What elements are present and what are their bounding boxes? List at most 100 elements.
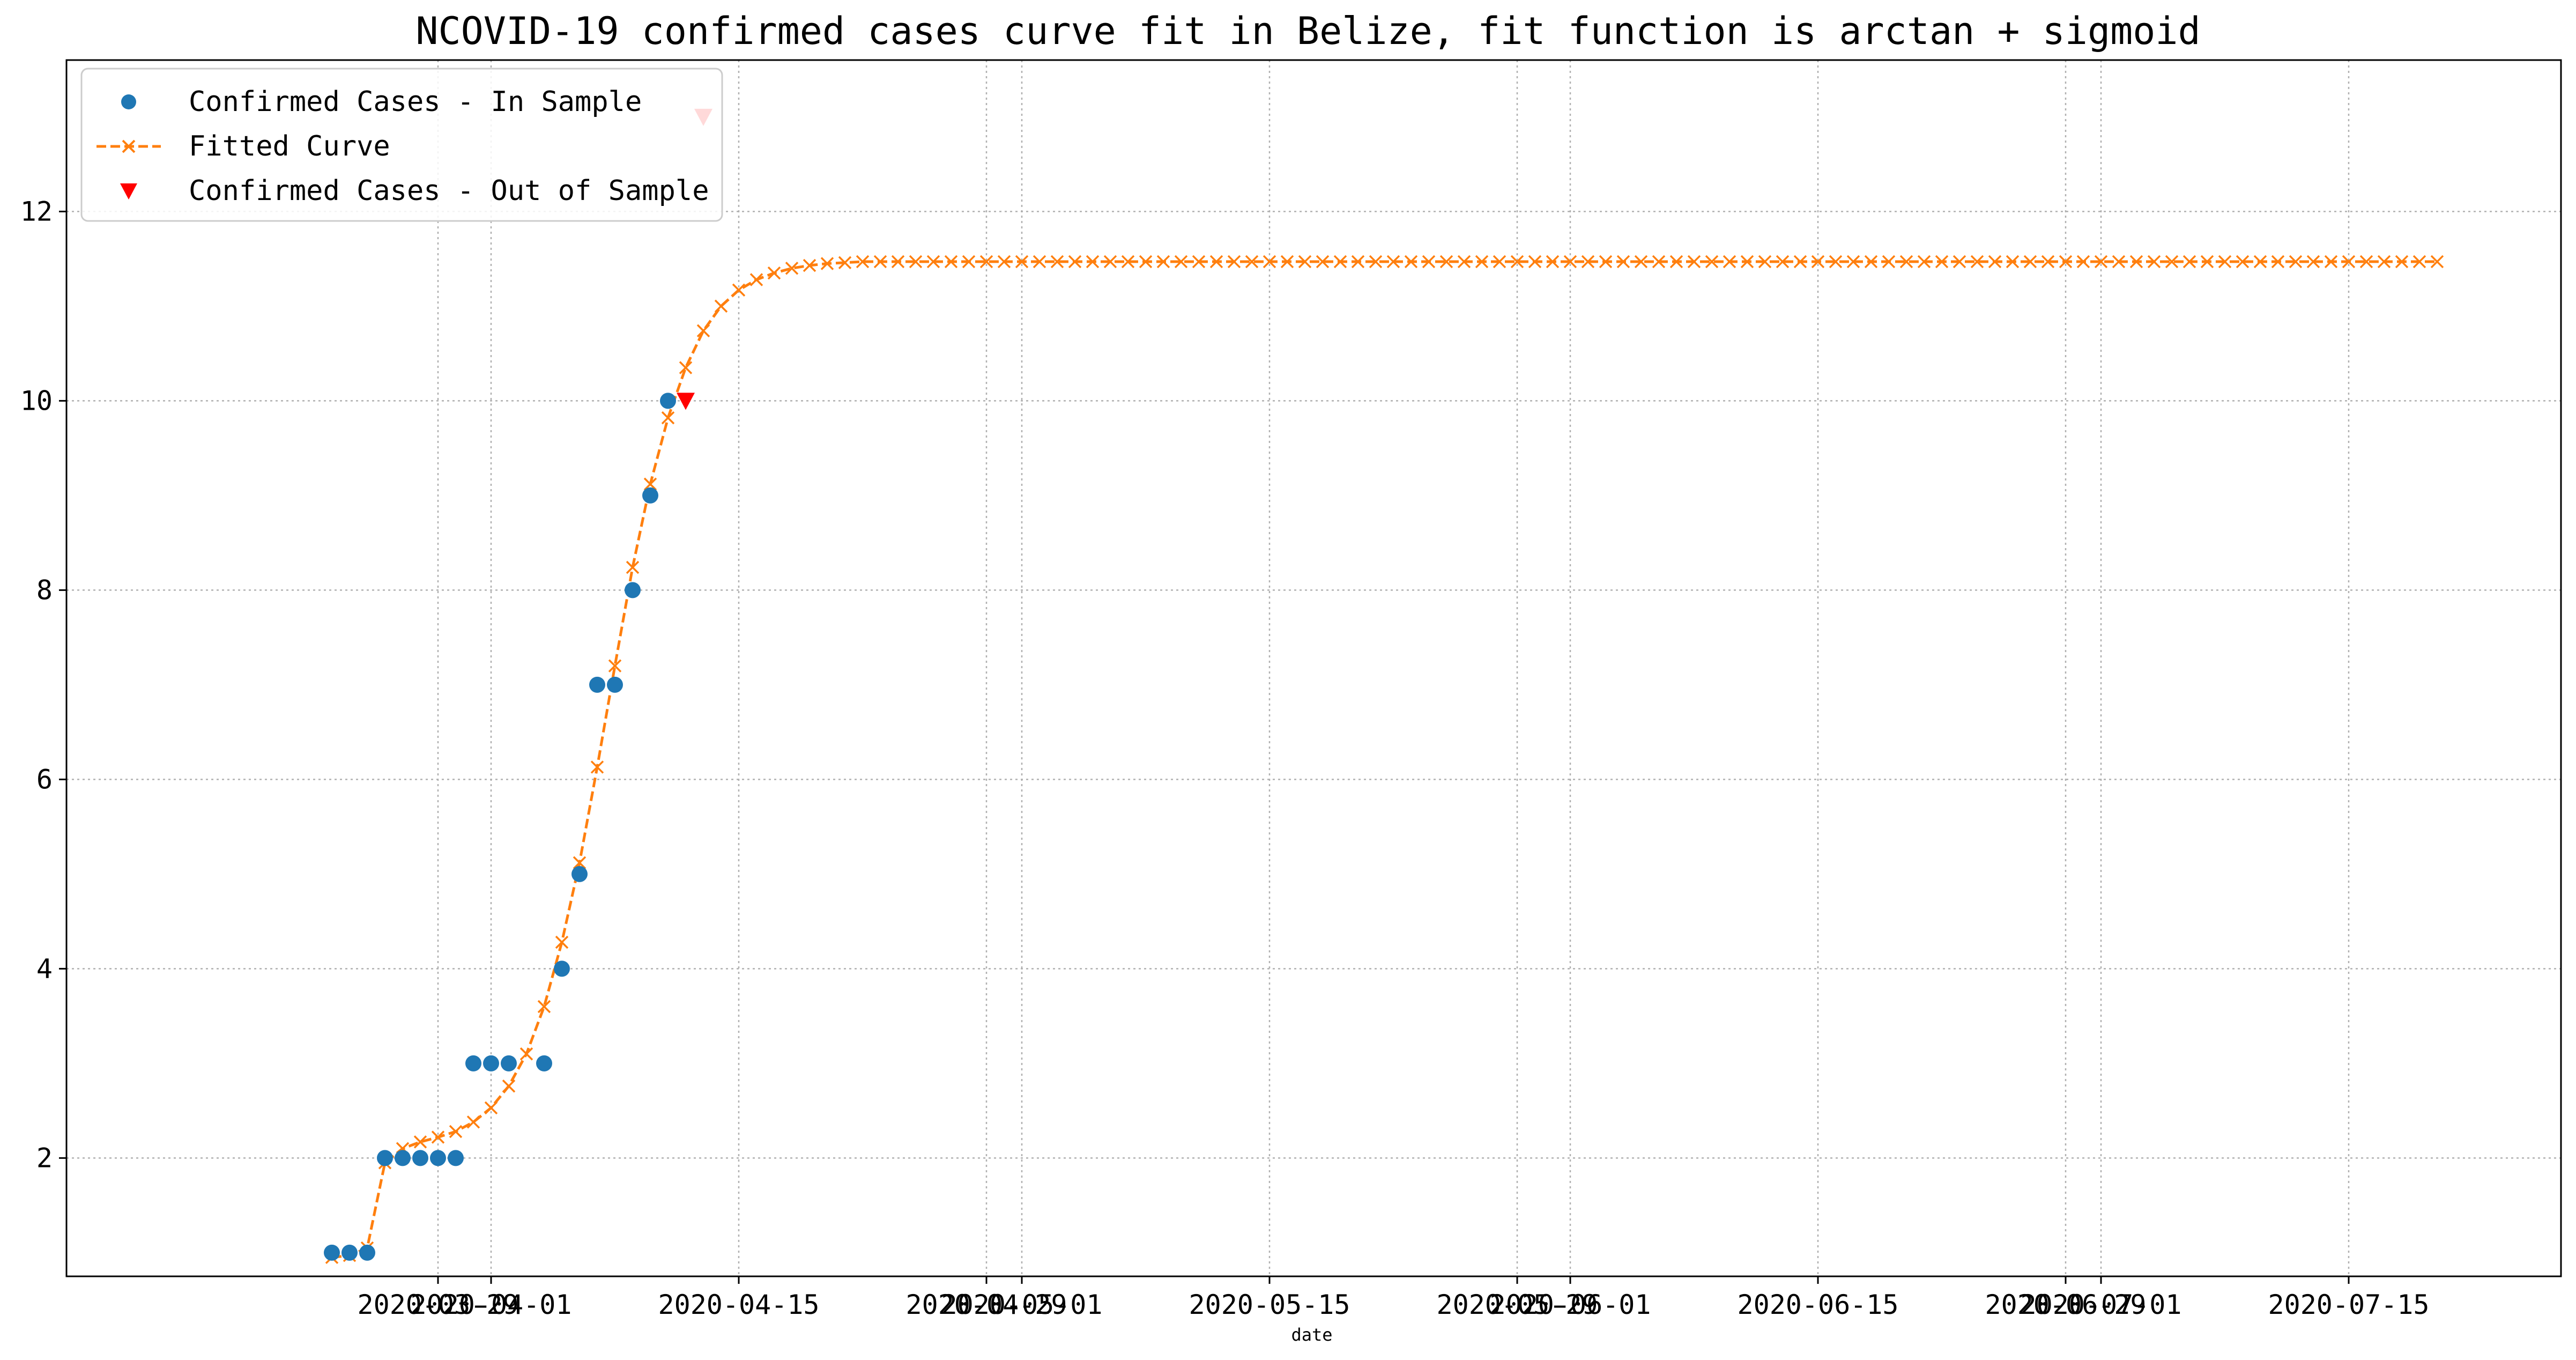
fitted-curve-point (696, 324, 710, 338)
fitted-curve-point (820, 257, 834, 270)
fitted-curve-point (873, 255, 887, 269)
fitted-curve-point (1510, 255, 1524, 269)
fitted-curve-point (555, 935, 569, 949)
fitted-curve-point (1121, 255, 1135, 269)
x-tick-label: 2020-05-01 (941, 1289, 1102, 1320)
fitted-curve-point (2059, 255, 2073, 269)
fitted-curve-point (1811, 255, 1825, 269)
fitted-curve-point (484, 1101, 498, 1115)
fitted-curve-point (679, 361, 693, 374)
fitted-curve-point (1776, 255, 1790, 269)
x-tick-label: 2020-07-01 (2020, 1289, 2181, 1320)
fitted-curve-point (643, 477, 657, 491)
fitted-curve-point (1404, 255, 1418, 269)
x-tick-label: 2020-03-29 (357, 1289, 518, 1320)
y-tick-label: 4 (36, 953, 53, 984)
fitted-curve-point (803, 258, 816, 272)
in-sample-point (607, 676, 623, 693)
x-tick-label: 2020-07-15 (2268, 1289, 2429, 1320)
fitted-curve-point (944, 255, 958, 269)
fitted-curve-point (926, 255, 940, 269)
x-tick-label: 2020-05-15 (1189, 1289, 1350, 1320)
fitted-curve-point (1033, 255, 1046, 269)
fitted-curve-point (1687, 255, 1701, 269)
y-tick-label: 2 (36, 1142, 53, 1173)
fitted-curve-point (661, 411, 675, 425)
fitted-curve-point (1705, 255, 1719, 269)
fitted-curve-point (1333, 255, 1347, 269)
fitted-curve-point (1563, 255, 1577, 269)
fitted-curve-point (1015, 255, 1029, 269)
legend-box (80, 68, 723, 222)
in-sample-point (465, 1055, 481, 1071)
fitted-curve-point (1793, 255, 1807, 269)
x-tick-label: 2020-06-15 (1737, 1289, 1898, 1320)
fitted-curve-point (2377, 255, 2391, 269)
fitted-curve-point (1086, 255, 1100, 269)
x-tick-label: 2020-04-15 (658, 1289, 819, 1320)
in-sample-point (412, 1150, 428, 1166)
fitted-curve-point (1280, 255, 1294, 269)
fitted-curve-point (2129, 255, 2143, 269)
fitted-curve-point (2253, 255, 2267, 269)
fitted-curve-point (2165, 255, 2179, 269)
fitted-curve-point (2359, 255, 2373, 269)
fitted-curve-point (732, 283, 746, 297)
fitted-curve-point (1386, 255, 1400, 269)
grid-lines (66, 60, 2561, 1276)
fitted-curve-point (909, 255, 923, 269)
x-tick-label: 2020-05-29 (1436, 1289, 1598, 1320)
series-in-sample (324, 393, 676, 1261)
in-sample-point (342, 1244, 358, 1261)
fitted-curve-point (1457, 255, 1471, 269)
fitted-curve-point (1846, 255, 1860, 269)
x-axis-label: date (1291, 1325, 1332, 1345)
fitted-curve-point (2324, 255, 2338, 269)
fitted-curve-point (1829, 255, 1843, 269)
fitted-curve-point (1475, 255, 1489, 269)
x-tick-label: 2020-04-29 (905, 1289, 1067, 1320)
fitted-curve-point (1298, 255, 1312, 269)
fitted-curve-point (1917, 255, 1931, 269)
fitted-curve-point (2200, 255, 2214, 269)
fitted-curve-point (1953, 255, 1966, 269)
fitted-curve-point (1882, 255, 1896, 269)
in-sample-point (359, 1244, 375, 1261)
fitted-curve-point (1652, 255, 1666, 269)
y-tick-label: 6 (36, 764, 53, 795)
in-sample-point (377, 1150, 393, 1166)
fitted-curve-line (331, 260, 2437, 1259)
fitted-curve-point (1899, 255, 1913, 269)
fitted-curve-point (1050, 255, 1064, 269)
fitted-curve-point (997, 255, 1011, 269)
fitted-curve-point (1422, 255, 1436, 269)
legend-label-out-of-sample: Confirmed Cases - Out of Sample (189, 175, 709, 207)
in-sample-point (448, 1150, 464, 1166)
fitted-curve-point (2023, 255, 2037, 269)
fitted-curve-point (2342, 255, 2356, 269)
fitted-curve-point (2094, 255, 2108, 269)
fitted-curve-point (2395, 255, 2409, 269)
fitted-curve-point (519, 1047, 533, 1061)
fitted-curve-point (2112, 255, 2126, 269)
fitted-curve-point (1970, 255, 1984, 269)
fitted-curve-point (2218, 255, 2232, 269)
in-sample-point (395, 1150, 411, 1166)
fitted-curve-point (1599, 255, 1613, 269)
fitted-curve-point (449, 1125, 463, 1139)
legend: Confirmed Cases - In Sample Fitted Curve… (80, 68, 723, 222)
y-tick-label: 8 (36, 574, 53, 605)
in-sample-point (660, 393, 676, 409)
plot-area (65, 59, 2562, 1277)
chart-title: NCOVID-19 confirmed cases curve fit in B… (415, 9, 2200, 53)
fitted-curve-point (1528, 255, 1542, 269)
fitted-curve-point (1351, 255, 1365, 269)
y-tick-label: 12 (20, 196, 53, 227)
legend-entry-out-of-sample: Confirmed Cases - Out of Sample (120, 175, 709, 207)
in-sample-point (324, 1244, 340, 1261)
x-tick-label: 2020-06-01 (1489, 1289, 1651, 1320)
in-sample-point (571, 866, 588, 882)
fitted-curve-point (1369, 255, 1383, 269)
fitted-curve-point (856, 255, 870, 269)
